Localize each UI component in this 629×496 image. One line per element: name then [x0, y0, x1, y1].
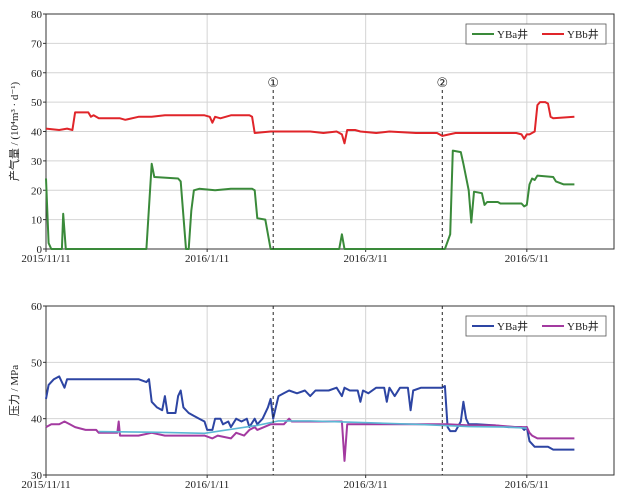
series-line-YBb井 [45, 101, 575, 145]
y-tick-label: 60 [31, 301, 43, 313]
y-axis-label: 压力 / MPa [8, 365, 21, 416]
y-tick-label: 40 [31, 127, 43, 139]
legend-box [465, 315, 607, 337]
y-tick-label: 50 [31, 357, 43, 369]
y-tick-label: 20 [31, 185, 43, 197]
y-tick-label: 60 [31, 68, 43, 80]
x-tick-label: 2016/1/11 [185, 479, 229, 491]
legend-label: YBa井 [497, 27, 528, 41]
event-marker-label: ② [436, 76, 448, 91]
y-tick-label: 0 [37, 244, 43, 256]
x-tick-label: 2015/11/11 [21, 479, 70, 491]
legend: YBa井 YBb井 [465, 315, 607, 337]
legend-label: YBa井 [497, 319, 528, 333]
y-tick-label: 10 [31, 215, 43, 227]
series-line-YBa井 [45, 149, 575, 250]
plot-frame [45, 305, 615, 476]
series-line-series-3 [98, 420, 527, 435]
y-tick-label: 30 [31, 156, 43, 168]
x-tick-label: 2016/5/11 [505, 479, 549, 491]
series-line-YBa井 [45, 375, 575, 451]
chart-panel-2: 30 40 50 60 2015/11/11 2016/1/11 2016/3/11 2016… [8, 301, 615, 491]
x-tick-label: 2016/3/11 [344, 479, 388, 491]
y-tick-label: 70 [31, 38, 43, 50]
legend: YBa井 YBb井 [465, 23, 607, 45]
legend-label: YBb井 [567, 319, 599, 333]
legend-label: YBb井 [567, 27, 599, 41]
x-tick-label: 2015/11/11 [21, 253, 70, 265]
y-tick-label: 30 [31, 470, 43, 482]
x-tick-label: 2016/3/11 [344, 253, 388, 265]
y-tick-label: 50 [31, 97, 43, 109]
x-tick-label: 2016/5/11 [505, 253, 549, 265]
legend-box [465, 23, 607, 45]
y-axis-label: 产气量 / (10⁴m³ · d⁻¹) [7, 81, 21, 181]
event-marker-label: ① [267, 76, 279, 91]
series-line-YBb井 [45, 417, 575, 462]
x-tick-label: 2016/1/11 [185, 253, 229, 265]
y-tick-label: 80 [31, 9, 43, 21]
chart-panel-1: 0 10 20 30 40 50 60 70 80 2015/11/11 2016/1/11 2016… [7, 9, 615, 265]
y-tick-label: 40 [31, 414, 43, 426]
